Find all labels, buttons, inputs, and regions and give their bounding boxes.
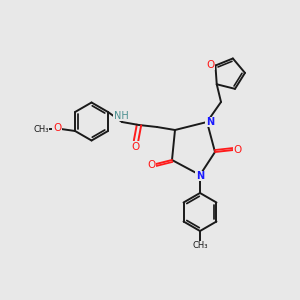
Text: O: O [234,145,242,155]
Text: NH: NH [114,111,128,121]
Text: O: O [53,123,61,133]
Text: N: N [206,117,214,127]
Text: N: N [196,171,204,181]
Text: O: O [147,160,155,170]
Text: O: O [131,142,139,152]
Text: O: O [206,59,214,70]
Text: CH₃: CH₃ [192,242,208,250]
Text: CH₃: CH₃ [33,124,49,134]
